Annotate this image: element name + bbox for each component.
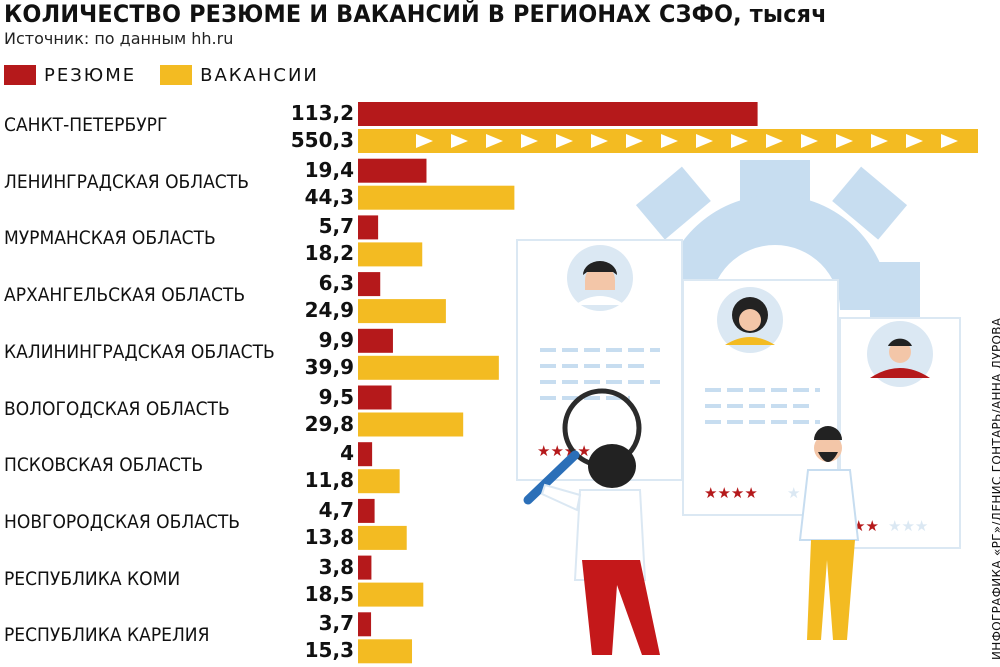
bar-vacancies	[358, 582, 424, 607]
value-label-vacancies: 39,9	[304, 354, 354, 379]
value-label-resume: 4	[340, 441, 354, 466]
value-label-vacancies: 18,2	[304, 241, 354, 266]
bar-vacancies	[358, 242, 423, 267]
bar-resume	[358, 612, 372, 637]
value-label-vacancies: 29,8	[304, 411, 354, 436]
value-label-vacancies: 24,9	[304, 298, 354, 323]
region-label: ВОЛОГОДСКАЯ ОБЛАСТЬ	[4, 397, 230, 420]
value-label-vacancies: 15,3	[304, 638, 354, 663]
axis-break-marker	[451, 134, 468, 148]
region-label: КАЛИНИНГРАДСКАЯ ОБЛАСТЬ	[4, 340, 275, 363]
legend-label-vacancies: ВАКАНСИИ	[200, 64, 319, 86]
region-label: НОВГОРОДСКАЯ ОБЛАСТЬ	[4, 510, 241, 533]
axis-break-marker	[836, 134, 853, 148]
person-woman-figure	[540, 444, 660, 655]
credit-text: ИНФОГРАФИКА «РГ»/ДЕНИС ГОНТАРЬ/АННА ДУРО…	[990, 317, 1000, 660]
bar-resume	[358, 272, 381, 297]
bar-vacancies	[358, 185, 515, 210]
legend-swatch-vacancies	[160, 65, 193, 85]
bar-vacancies	[358, 355, 499, 380]
svg-text:★: ★	[787, 484, 800, 502]
axis-break-marker	[871, 134, 888, 148]
axis-break-marker	[626, 134, 643, 148]
legend-label-resume: РЕЗЮМЕ	[44, 64, 137, 86]
value-label-vacancies: 13,8	[304, 524, 354, 549]
axis-break-marker	[486, 134, 503, 148]
chart-legend: РЕЗЮМЕ ВАКАНСИИ	[4, 63, 343, 87]
svg-text:★★: ★★	[852, 517, 879, 535]
bar-vacancies	[358, 299, 446, 324]
region-label: АРХАНГЕЛЬСКАЯ ОБЛАСТЬ	[4, 284, 246, 307]
region-label: РЕСПУБЛИКА КОМИ	[4, 567, 181, 590]
bar-resume	[358, 328, 393, 353]
axis-break-marker	[521, 134, 538, 148]
value-label-vacancies: 18,5	[304, 581, 354, 606]
bar-resume	[358, 498, 375, 523]
svg-text:★★★: ★★★	[888, 517, 928, 535]
svg-text:★★★★: ★★★★	[704, 484, 758, 502]
axis-break-marker	[731, 134, 748, 148]
axis-break-marker	[416, 134, 433, 148]
bar-vacancies	[358, 525, 407, 550]
bar-resume	[358, 385, 392, 410]
region-label: РЕСПУБЛИКА КАРЕЛИЯ	[4, 624, 210, 647]
value-label-resume: 5,7	[318, 214, 354, 239]
legend-swatch-resume	[4, 65, 36, 85]
axis-break-marker	[801, 134, 818, 148]
bar-vacancies	[358, 469, 400, 494]
value-label-resume: 113,2	[290, 101, 354, 125]
value-label-resume: 9,9	[318, 327, 354, 352]
bar-resume	[358, 158, 427, 183]
axis-break-marker	[766, 134, 783, 148]
bar-vacancies	[358, 639, 413, 664]
region-label: МУРМАНСКАЯ ОБЛАСТЬ	[4, 227, 216, 250]
person-man-figure	[798, 426, 860, 640]
chart-source: Источник: по данным hh.ru	[4, 29, 234, 48]
bar-vacancies	[358, 412, 464, 437]
bar-resume	[358, 555, 372, 580]
axis-break-marker	[661, 134, 678, 148]
axis-break-marker	[696, 134, 713, 148]
region-label: САНКТ-ПЕТЕРБУРГ	[4, 114, 168, 136]
bar-resume	[358, 442, 373, 467]
value-label-resume: 6,3	[318, 271, 354, 296]
value-label-resume: 3,7	[318, 611, 354, 636]
bar-resume	[358, 102, 758, 126]
region-label: ПСКОВСКАЯ ОБЛАСТЬ	[4, 454, 204, 477]
value-label-resume: 4,7	[318, 497, 354, 522]
value-label-resume: 19,4	[304, 157, 354, 182]
region-label: ЛЕНИНГРАДСКАЯ ОБЛАСТЬ	[4, 170, 249, 193]
axis-break-marker	[906, 134, 923, 148]
value-label-vacancies: 44,3	[304, 184, 354, 209]
value-label-vacancies: 550,3	[290, 128, 354, 152]
axis-break-marker	[941, 134, 958, 148]
axis-break-marker	[591, 134, 608, 148]
value-label-resume: 9,5	[318, 384, 354, 409]
value-label-vacancies: 11,8	[304, 468, 354, 493]
axis-break-marker	[556, 134, 573, 148]
value-label-resume: 3,8	[318, 554, 354, 579]
chart-title: КОЛИЧЕСТВО РЕЗЮМЕ И ВАКАНСИЙ В РЕГИОНАХ …	[4, 0, 827, 28]
bar-resume	[358, 215, 379, 240]
